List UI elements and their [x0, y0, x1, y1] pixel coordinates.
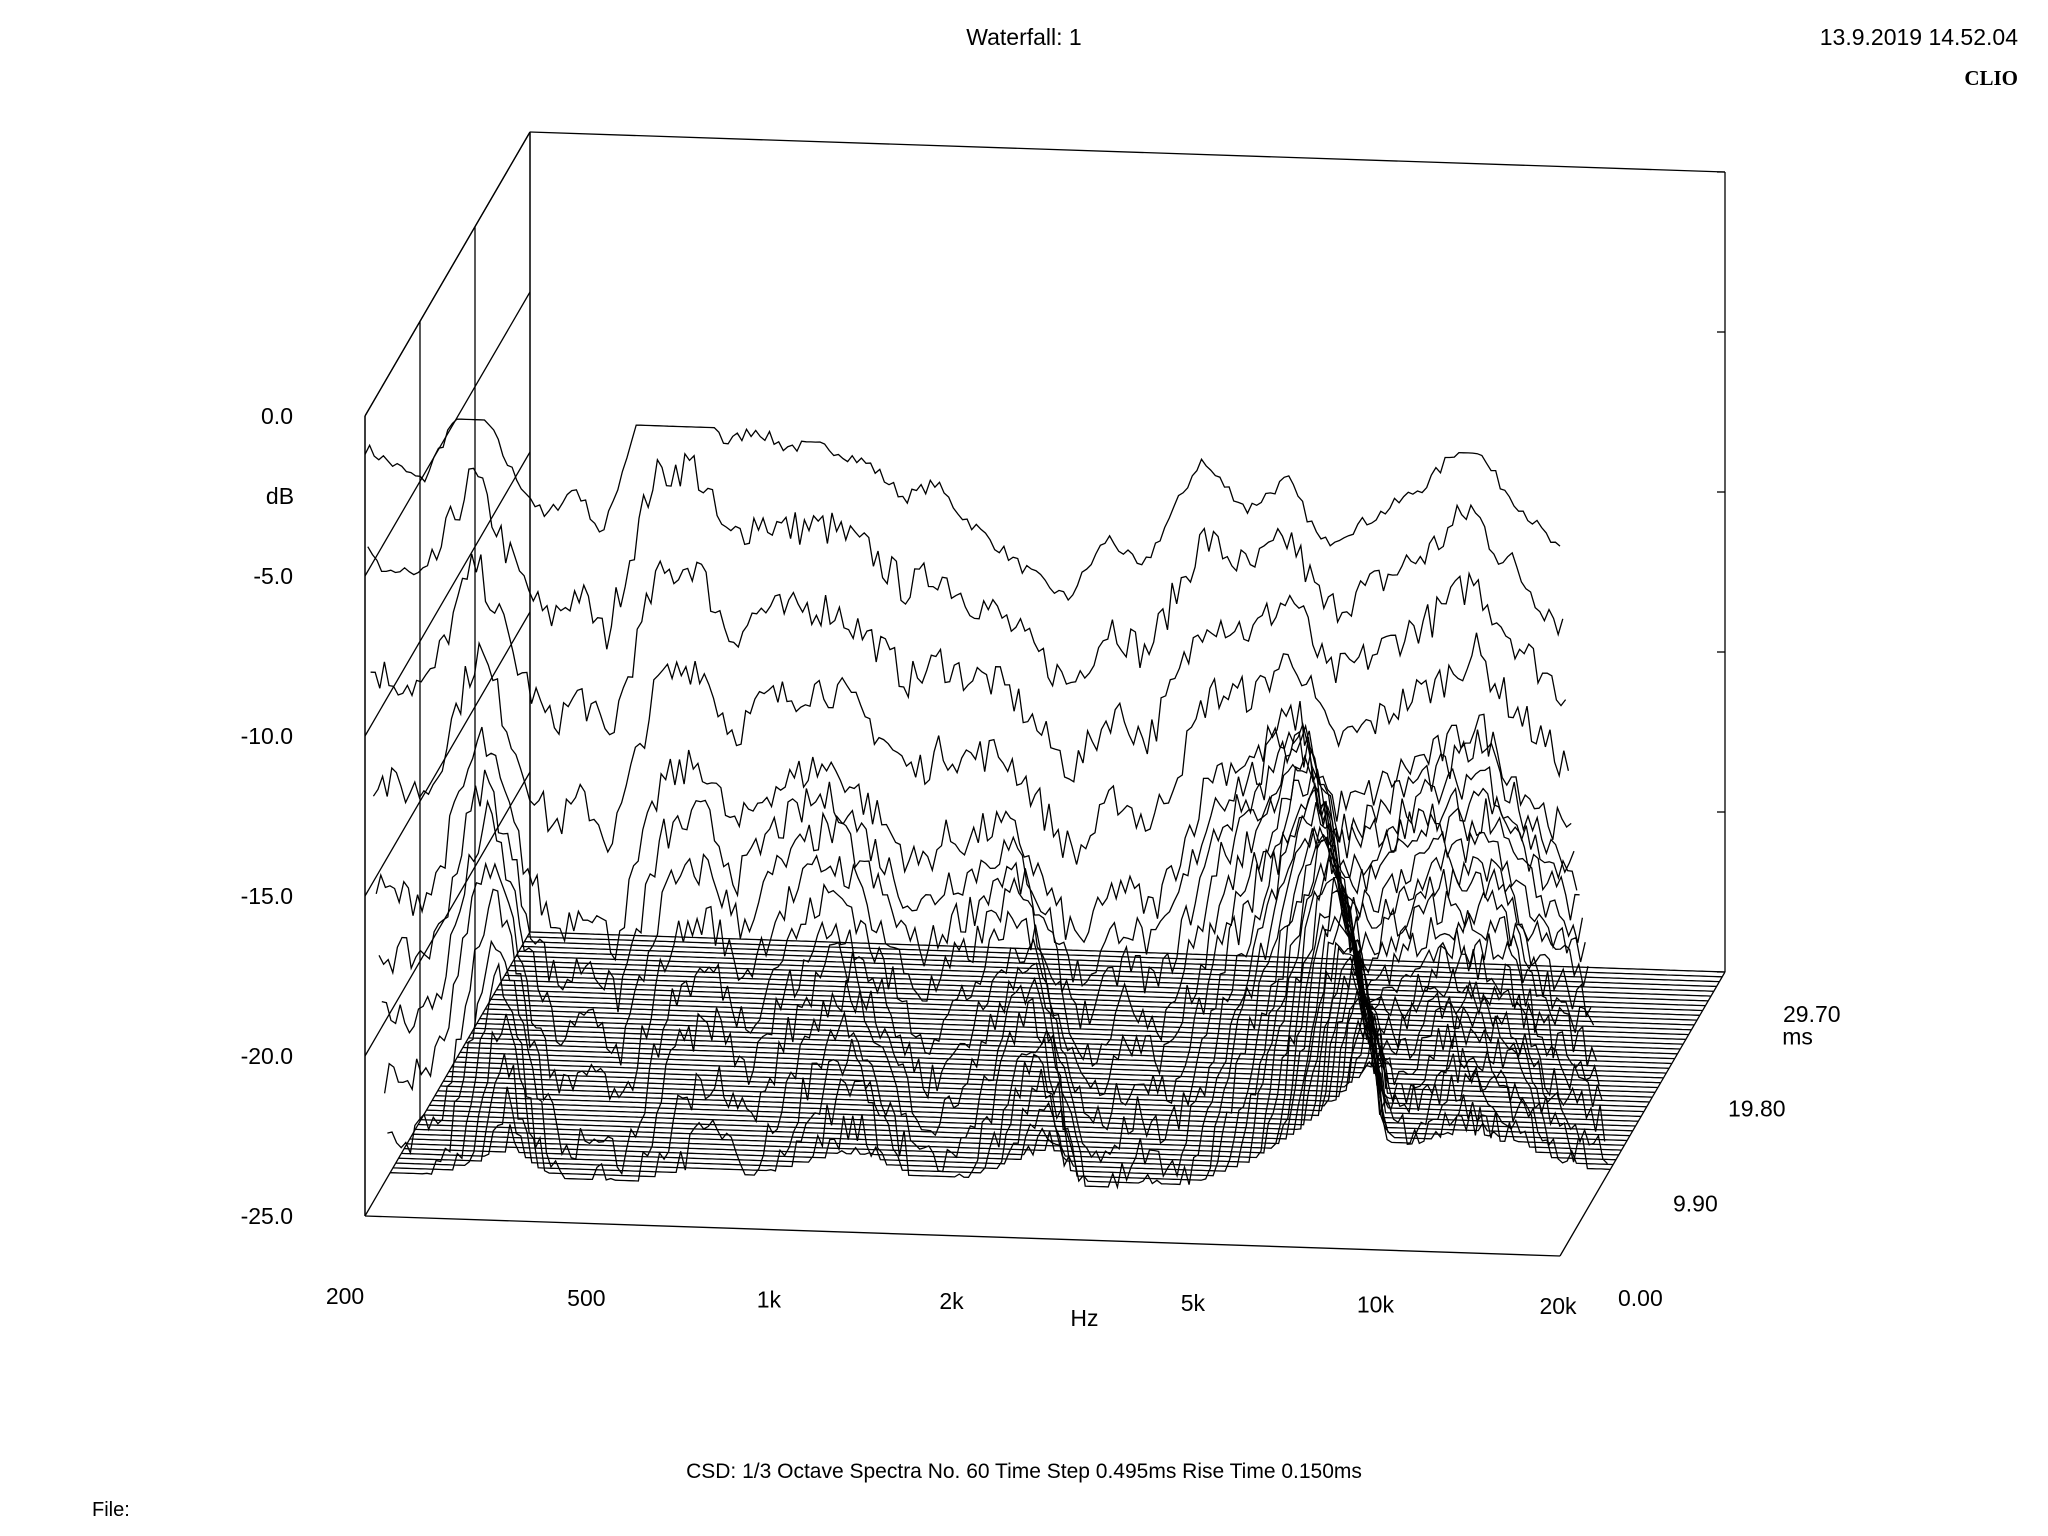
spectrum-line: [443, 955, 1639, 1122]
spectrum-line: [485, 1008, 1681, 1050]
spectrum-line: [383, 730, 1580, 1102]
floor-right-edge: [1559, 971, 1726, 1257]
spectrum-line: [457, 1003, 1653, 1098]
spectrum-line: [454, 996, 1650, 1103]
spectrum-line: [479, 1017, 1675, 1060]
spectrum-line: [462, 1023, 1658, 1089]
spectrum-line: [524, 940, 1720, 983]
spectrum-line: [448, 996, 1644, 1113]
spectrum-line: [367, 452, 1564, 688]
spectrum-line: [409, 825, 1606, 1168]
freq-axis-label: Hz: [1070, 1305, 1098, 1331]
spectra-group: [364, 418, 1726, 1190]
db-grid-line: [364, 771, 531, 1057]
freq-tick-label: 5k: [1181, 1290, 1206, 1316]
spectrum-line: [471, 1032, 1667, 1074]
spectrum-line: [527, 936, 1723, 978]
db-tick-label: -25.0: [241, 1203, 293, 1229]
spectrum-line: [378, 722, 1575, 1013]
floor-front-edge: [364, 1215, 1561, 1257]
spectrum-line: [476, 1022, 1672, 1065]
spectrum-line: [468, 1037, 1664, 1079]
spectrum-line: [401, 801, 1598, 1181]
spectrum-line: [370, 553, 1567, 783]
spectrum-line: [387, 749, 1584, 1176]
spectrum-line: [392, 769, 1589, 1178]
spectrum-line: [404, 825, 1600, 1177]
spectrum-line: [529, 931, 1726, 973]
spectrum-line: [465, 1033, 1661, 1084]
freq-tick-label: 20k: [1539, 1293, 1577, 1319]
spectrum-line: [434, 941, 1630, 1137]
spectrum-line: [499, 984, 1695, 1026]
spectrum-line: [440, 949, 1636, 1127]
freq-tick-label: 10k: [1357, 1291, 1395, 1317]
db-tick-label: -5.0: [253, 563, 293, 589]
measurement-info: CSD: 1/3 Octave Spectra No. 60 Time Step…: [686, 1460, 1362, 1483]
db-grid-line: [364, 451, 531, 737]
spectrum-line: [446, 970, 1642, 1118]
spectrum-line-first: [364, 418, 1561, 602]
axis-labels: 0.0 -5.0 -10.0 -15.0 -20.0 -25.0 dB 200 500 1k 2k 5…: [241, 403, 1841, 1331]
spectrum-line: [460, 1015, 1656, 1093]
spectrum-line: [488, 1003, 1684, 1045]
spectrum-line: [420, 871, 1616, 1161]
freq-tick-label: 200: [326, 1283, 364, 1309]
chart-title: Waterfall: 1: [966, 24, 1082, 50]
freq-tick-label: 2k: [939, 1288, 964, 1314]
spectrum-line: [372, 632, 1570, 865]
datestamp: 13.9.2019 14.52.04: [1819, 24, 2018, 50]
spectrum-line: [426, 890, 1622, 1151]
spectrum-line: [507, 969, 1703, 1012]
db-axis-label: dB: [266, 483, 294, 509]
spectrum-line: [451, 990, 1647, 1108]
back-wall-top-edge: [529, 131, 1726, 173]
spectrum-line: [432, 909, 1628, 1142]
spectrum-line: [375, 700, 1572, 962]
db-tick-label: -20.0: [241, 1043, 293, 1069]
spectrum-line: [423, 876, 1619, 1156]
time-tick-label: 9.90: [1673, 1190, 1718, 1216]
freq-tick-label: 500: [567, 1285, 605, 1311]
spectrum-line: [510, 965, 1706, 1007]
spectrum-line: [437, 946, 1633, 1132]
plot-frame: [364, 131, 1726, 1257]
spectrum-line: [504, 974, 1700, 1016]
spectrum-line: [490, 998, 1686, 1041]
freq-tick-label: 1k: [757, 1286, 782, 1312]
spectrum-line: [390, 754, 1586, 1182]
spectrum-line: [515, 955, 1712, 997]
brand-logo-text: CLIO: [1964, 66, 2018, 90]
spectrum-line: [482, 1013, 1678, 1055]
spectrum-line: [501, 979, 1698, 1021]
file-label: File:: [92, 1499, 130, 1521]
spectrum-line: [493, 993, 1689, 1036]
db-grid-line: [364, 611, 531, 897]
db-grid-line: [364, 291, 531, 577]
time-tick-label: 0.00: [1618, 1285, 1663, 1311]
time-axis-label: ms: [1782, 1024, 1813, 1050]
db-tick-label: -15.0: [241, 883, 293, 909]
time-tick-label: 29.70: [1783, 1001, 1841, 1027]
db-grid-line: [364, 931, 531, 1217]
spectrum-line: [496, 989, 1692, 1031]
time-tick-label: 19.80: [1728, 1096, 1786, 1122]
spectrum-line: [513, 960, 1709, 1002]
spectrum-line: [429, 915, 1625, 1146]
spectrum-line: [518, 950, 1714, 992]
db-grid-line: [364, 131, 531, 417]
db-tick-label: -10.0: [241, 723, 293, 749]
spectrum-line: [474, 1027, 1670, 1069]
db-tick-label: 0.0: [261, 403, 293, 429]
spectrum-line: [412, 835, 1608, 1165]
spectrum-line: [521, 945, 1717, 988]
spectrum-line: [381, 723, 1578, 1066]
